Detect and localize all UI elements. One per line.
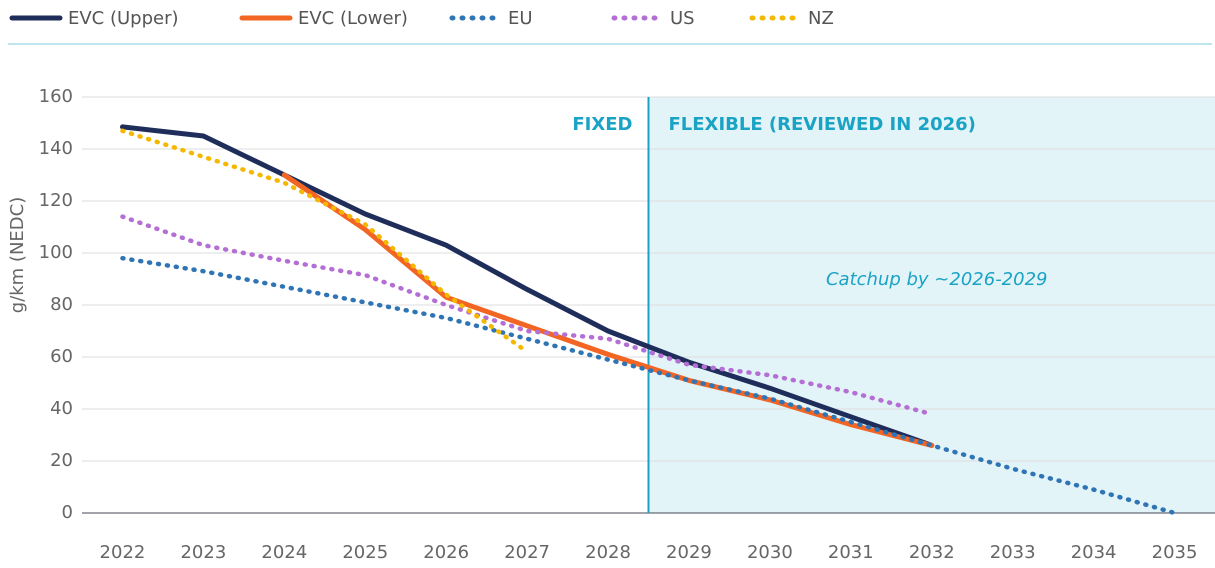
legend-label: EVC (Upper) — [68, 8, 179, 29]
annotation: FIXED — [572, 114, 632, 135]
x-tick-label: 2030 — [747, 542, 793, 563]
series-line — [120, 128, 530, 355]
annotation: Catchup by ~2026-2029 — [826, 269, 1048, 290]
x-tick-label: 2029 — [666, 542, 712, 563]
y-tick-label: 40 — [50, 398, 73, 419]
legend-label: NZ — [808, 8, 834, 29]
legend-label: EU — [508, 8, 533, 29]
x-tick-label: 2026 — [423, 542, 469, 563]
x-tick-label: 2028 — [585, 542, 631, 563]
annotation: FLEXIBLE (REVIEWED IN 2026) — [669, 114, 976, 135]
y-tick-label: 100 — [39, 242, 73, 263]
x-tick-label: 2034 — [1071, 542, 1117, 563]
x-tick-label: 2035 — [1152, 542, 1198, 563]
x-tick-label: 2024 — [261, 542, 307, 563]
y-axis-title: g/km (NEDC) — [7, 197, 28, 313]
series-line — [120, 255, 1177, 516]
x-tick-label: 2027 — [504, 542, 550, 563]
y-tick-label: 0 — [62, 502, 73, 523]
y-tick-label: 60 — [50, 346, 73, 367]
y-tick-label: 80 — [50, 294, 73, 315]
y-tick-label: 120 — [39, 190, 73, 211]
series-line — [120, 214, 934, 417]
y-tick-label: 160 — [39, 86, 73, 107]
x-tick-label: 2023 — [180, 542, 226, 563]
y-tick-label: 140 — [39, 138, 73, 159]
y-tick-label: 20 — [50, 450, 73, 471]
x-tick-label: 2032 — [909, 542, 955, 563]
x-tick-label: 2022 — [100, 542, 146, 563]
legend-label: EVC (Lower) — [298, 8, 408, 29]
series-line — [119, 124, 935, 448]
x-tick-label: 2033 — [990, 542, 1036, 563]
legend-label: US — [670, 8, 695, 29]
x-tick-label: 2031 — [828, 542, 874, 563]
x-tick-label: 2025 — [342, 542, 388, 563]
